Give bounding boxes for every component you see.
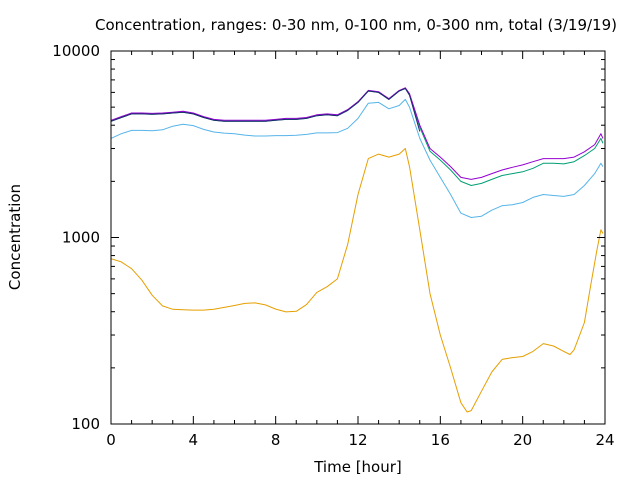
x-tick-label: 12 (348, 431, 367, 449)
x-tick-label: 0 (106, 431, 116, 449)
y-tick-label: 10000 (52, 42, 100, 60)
x-axis-label: Time [hour] (313, 458, 402, 476)
x-tick-label: 4 (189, 431, 199, 449)
x-tick-label: 16 (431, 431, 450, 449)
series-line-4 (110, 87, 604, 180)
x-tick-label: 8 (271, 431, 281, 449)
y-axis-label: Concentration (6, 184, 24, 290)
y-tick-label: 1000 (62, 229, 100, 247)
series-line-2 (110, 98, 604, 218)
plot-frame (110, 50, 606, 425)
y-tick-label: 100 (71, 415, 100, 433)
series-line-5 (110, 87, 421, 132)
tick-layer: 0 4 8 12 16 20 24 100 1000 10000 (52, 42, 614, 449)
chart-title: Concentration, ranges: 0-30 nm, 0-100 nm… (95, 16, 617, 34)
series-line-1 (110, 148, 604, 413)
x-tick-label: 24 (595, 431, 614, 449)
x-tick-label: 20 (513, 431, 532, 449)
series-layer (110, 87, 604, 413)
